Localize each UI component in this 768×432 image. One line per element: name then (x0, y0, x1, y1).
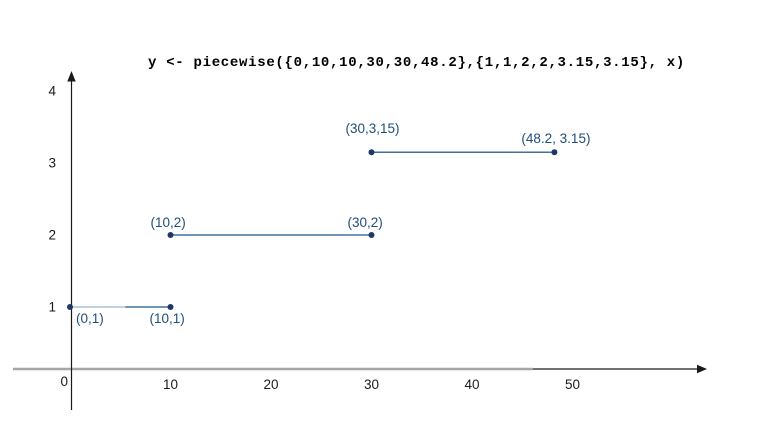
point-label: (30,2) (347, 215, 383, 230)
point-label: (10,1) (149, 311, 185, 326)
point-label: (48.2, 3.15) (521, 131, 591, 147)
x-tick-label: 10 (163, 377, 178, 392)
point-label: (10,2) (150, 215, 186, 230)
chart-title: y <- piecewise({0,10,10,30,30,48.2},{1,1… (148, 55, 685, 71)
x-tick-label: 40 (464, 377, 479, 392)
origin-tick-label: 0 (60, 374, 68, 389)
segment-3-point (551, 149, 558, 156)
x-tick-label: 20 (263, 377, 278, 392)
x-tick-label: 50 (565, 377, 580, 392)
y-tick-label: 3 (48, 156, 56, 171)
segment-1-point (167, 304, 174, 310)
x-tick-label: 30 (364, 377, 379, 392)
y-tick-label: 4 (48, 84, 56, 99)
x-axis-arrow (697, 364, 707, 374)
point-label: (30,3,15) (345, 121, 400, 137)
y-axis-arrow (67, 71, 76, 82)
y-tick-label: 2 (48, 228, 56, 243)
segment-1-point (67, 304, 73, 310)
y-tick-label: 1 (48, 300, 56, 315)
segment-2-point (368, 232, 375, 238)
point-label: (0,1) (76, 311, 104, 326)
segment-2-point (167, 232, 174, 238)
segment-3-point (368, 149, 375, 156)
